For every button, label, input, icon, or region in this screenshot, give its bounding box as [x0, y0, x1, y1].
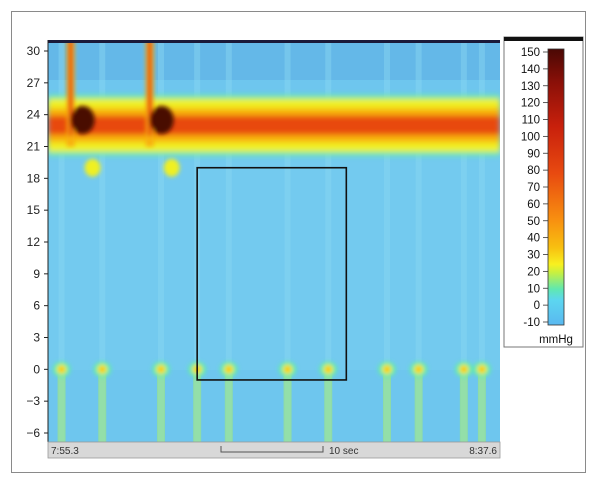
upper-region: [48, 40, 500, 80]
artifact-stripe: [158, 40, 164, 442]
y-tick-label: 18: [27, 171, 41, 185]
time-scale-bracket: [220, 446, 324, 453]
y-tick-label: 27: [27, 76, 41, 90]
zero-spot-core: [461, 366, 467, 372]
colorbar-tick-label: 130: [521, 81, 540, 93]
colorbar-top-strip: [504, 37, 583, 41]
zero-spot-core: [226, 366, 232, 372]
y-tick-label: 21: [27, 140, 41, 154]
colorbar-tick-label: 20: [527, 266, 540, 278]
y-tick-label: 24: [27, 108, 41, 122]
artifact-stripe: [284, 40, 291, 442]
y-tick-label: 30: [27, 44, 41, 58]
colorbar-tick-label: 60: [527, 199, 540, 211]
colorbar-tick-label: 30: [527, 250, 540, 262]
colorbar-tick-label: 10: [527, 283, 540, 295]
time-scale-label: 10 sec: [329, 446, 358, 457]
plot-area: [48, 40, 500, 442]
time-bar-background: [47, 441, 501, 459]
vertical-artifacts: [57, 40, 486, 442]
colorbar: 1501401301201101009080706050403020100-10…: [503, 36, 584, 348]
zero-spot-core: [479, 366, 485, 372]
lower-stripe: [98, 374, 107, 442]
y-tick-label: 9: [33, 267, 40, 281]
lower-stripe: [414, 374, 423, 442]
band-core: [48, 115, 500, 135]
y-tick-label: 3: [33, 331, 40, 345]
artifact-stripe: [478, 40, 485, 442]
colorbar-tick-label: 110: [522, 115, 540, 127]
lower-stripe: [383, 374, 391, 442]
highlight-box: [196, 166, 348, 381]
colorbar-tick-label: 50: [527, 216, 540, 228]
colorbar-unit: mmHg: [539, 334, 573, 346]
spike-peak: [149, 105, 174, 134]
colorbar-panel: [503, 36, 584, 348]
y-tick-label: 15: [27, 203, 41, 217]
spike-tail: [84, 158, 101, 177]
spike-peak: [70, 105, 95, 134]
time-start-label: 7:55.3: [51, 446, 79, 457]
lower-stripe: [477, 374, 486, 442]
pressure-band: [48, 94, 500, 156]
lower-stripe: [324, 374, 333, 442]
colorbar-tick-label: 140: [521, 64, 540, 76]
zero-spot-core: [285, 366, 291, 372]
y-tick-label: −6: [26, 426, 40, 440]
y-tick-label: −3: [26, 394, 40, 408]
time-end-label: 8:37.6: [469, 446, 497, 457]
lower-stripe: [57, 374, 66, 442]
colorbar-tick-label: 120: [521, 98, 540, 110]
artifact-stripe: [99, 40, 106, 442]
zero-spot-core: [99, 366, 105, 372]
zero-spot-core: [416, 366, 422, 372]
zero-spot-core: [384, 366, 390, 372]
pressure-spikes: [66, 40, 180, 177]
colorbar-tick-label: 0: [534, 300, 540, 312]
y-tick-label: 0: [33, 362, 40, 376]
zero-spot-core: [59, 366, 65, 372]
colorbar-tick-label: 100: [521, 131, 540, 143]
artifact-stripe: [225, 40, 232, 442]
colorbar-gradient: [547, 48, 565, 326]
y-tick-label: 6: [33, 299, 40, 313]
colorbar-tick-label: 90: [527, 148, 540, 160]
colorbar-tick-label: 70: [527, 182, 540, 194]
mid-region: [48, 150, 500, 370]
artifact-stripe: [460, 40, 467, 442]
zero-spot-core: [158, 366, 164, 372]
time-bar: 7:55.3 8:37.6 10 sec: [47, 441, 501, 459]
top-edge-strip: [48, 40, 500, 43]
artifact-stripe: [415, 40, 422, 442]
spike-core: [68, 40, 73, 136]
colorbar-tick-label: 80: [527, 165, 540, 177]
lower-stripe: [459, 374, 468, 442]
colorbar-tick-label: -10: [523, 317, 540, 329]
zero-spot-core: [325, 366, 331, 372]
y-tick-label: 12: [27, 235, 41, 249]
lower-stripe: [283, 374, 292, 442]
lower-stripe: [224, 374, 233, 442]
colorbar-tick-label: 150: [521, 47, 540, 59]
artifact-stripe: [58, 40, 65, 442]
spike-core: [147, 40, 152, 136]
artifact-stripe: [325, 40, 332, 442]
lower-stripe: [193, 374, 202, 442]
spike-tail: [163, 158, 180, 177]
colorbar-tick-label: 40: [527, 233, 540, 245]
lower-stripe: [157, 374, 165, 442]
artifact-stripe: [384, 40, 390, 442]
